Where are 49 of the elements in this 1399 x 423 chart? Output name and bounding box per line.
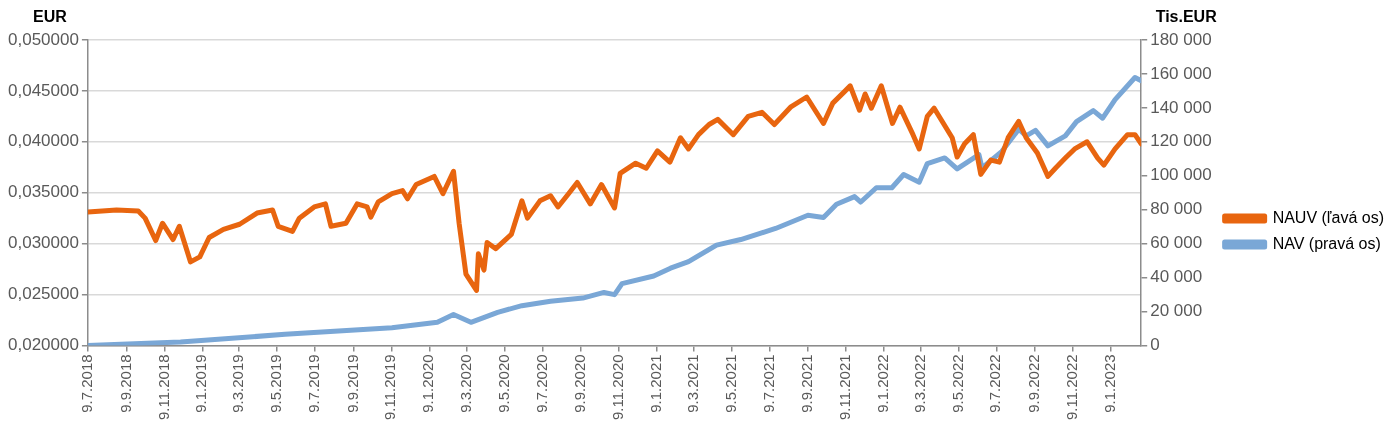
x-tick-label: 9.1.2020 (419, 354, 437, 413)
x-tick-label: 9.9.2020 (571, 354, 589, 413)
x-tick-label: 9.11.2019 (381, 354, 399, 421)
x-tick-label: 9.1.2022 (873, 354, 891, 413)
y-axis-title: EUR (33, 8, 68, 26)
x-tick-label: 9.3.2022 (910, 354, 928, 413)
y2-tick-label: 160 000 (1150, 63, 1212, 83)
x-tick-label: 9.1.2023 (1100, 354, 1118, 413)
x-tick-label: 9.5.2019 (267, 354, 285, 413)
x-tick-label: 9.11.2020 (609, 354, 627, 421)
x-tick-label: 9.5.2022 (948, 354, 966, 413)
x-tick-label: 9.7.2021 (759, 354, 777, 413)
legend-label: NAV (pravá os) (1272, 234, 1381, 252)
y2-tick-label: 80 000 (1150, 199, 1203, 219)
y2-tick-label: 60 000 (1150, 233, 1203, 253)
y2-tick-label: 40 000 (1150, 267, 1203, 287)
x-tick-label: 9.1.2019 (192, 354, 210, 413)
x-tick-label: 9.11.2018 (154, 354, 172, 421)
y2-tick-label: 140 000 (1150, 97, 1212, 117)
y-tick-label: 0,020000 (8, 335, 79, 355)
y-tick-label: 0,045000 (8, 80, 79, 100)
y-tick-label: 0,040000 (8, 131, 79, 151)
x-tick-label: 9.1.2021 (646, 354, 664, 413)
y-tick-label: 0,025000 (8, 284, 79, 304)
x-tick-label: 9.7.2020 (532, 354, 550, 413)
x-tick-label: 9.7.2018 (78, 354, 96, 413)
x-tick-label: 9.3.2019 (229, 354, 247, 413)
x-tick-label: 9.5.2020 (494, 354, 512, 413)
y2-tick-label: 120 000 (1150, 131, 1212, 151)
x-tick-label: 9.9.2018 (116, 354, 134, 413)
x-tick-label: 9.9.2019 (343, 354, 361, 413)
y-tick-label: 0,050000 (8, 29, 79, 49)
y2-axis-title: Tis.EUR (1155, 8, 1218, 26)
x-tick-label: 9.7.2022 (986, 354, 1004, 413)
x-tick-label: 9.3.2020 (456, 354, 474, 413)
x-tick-label: 9.9.2022 (1025, 354, 1043, 413)
y2-tick-label: 20 000 (1150, 301, 1203, 321)
y2-tick-label: 180 000 (1150, 29, 1212, 49)
x-tick-label: 9.5.2021 (721, 354, 739, 413)
x-tick-label: 9.3.2021 (683, 354, 701, 413)
x-tick-label: 9.9.2021 (798, 354, 816, 413)
x-tick-label: 9.11.2022 (1062, 354, 1080, 421)
x-tick-label: 9.7.2019 (304, 354, 322, 413)
y2-tick-label: 100 000 (1150, 165, 1212, 185)
y-tick-label: 0,035000 (8, 182, 79, 202)
legend-label: NAUV (ľavá os) (1272, 208, 1384, 226)
x-tick-label: 9.11.2021 (835, 354, 853, 421)
y2-tick-label: 0 (1150, 335, 1160, 355)
y-tick-label: 0,030000 (8, 233, 79, 253)
